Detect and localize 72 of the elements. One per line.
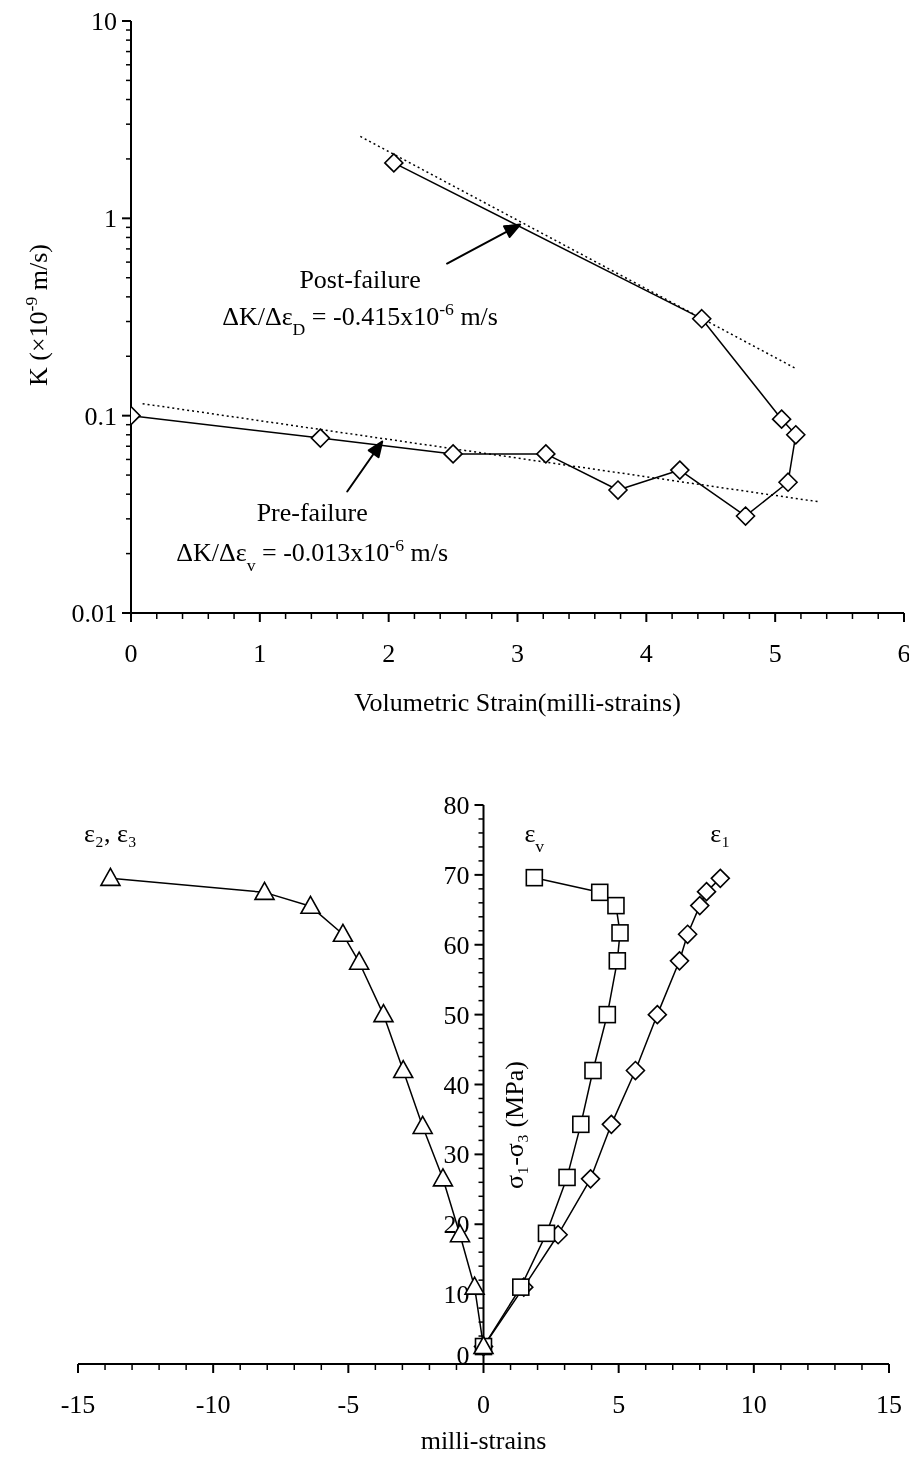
x-tick-label: 5 xyxy=(612,1390,626,1420)
point xyxy=(696,881,717,902)
point xyxy=(598,1005,617,1024)
y-tick-label: 80 xyxy=(443,791,470,820)
y-tick-label: 1 xyxy=(104,204,117,234)
point xyxy=(384,153,404,173)
point xyxy=(611,924,629,942)
x-axis-title: milli-strains xyxy=(420,1426,547,1455)
point xyxy=(670,460,690,480)
point xyxy=(608,952,627,970)
point xyxy=(558,1168,576,1187)
point xyxy=(625,1060,646,1081)
point xyxy=(392,1059,414,1079)
y-tick-label: 10 xyxy=(91,7,117,36)
point xyxy=(537,1224,556,1243)
series-label: ε$_{v}$ xyxy=(524,818,545,856)
point xyxy=(601,1114,622,1135)
point xyxy=(332,923,354,943)
point xyxy=(254,881,275,901)
x-tick-label: -15 xyxy=(60,1390,96,1420)
point xyxy=(310,428,331,448)
y-tick-label: 0.1 xyxy=(84,401,117,431)
point xyxy=(691,308,712,329)
point xyxy=(572,1115,590,1134)
point xyxy=(432,1168,454,1187)
point xyxy=(373,1003,394,1023)
y-tick-label: 0.01 xyxy=(71,599,117,628)
x-tick-label: 2 xyxy=(382,639,396,669)
point xyxy=(536,444,556,464)
y-tick-label: 70 xyxy=(443,860,470,890)
x-tick-label: 3 xyxy=(511,639,524,669)
x-tick-label: 0 xyxy=(477,1390,490,1420)
point xyxy=(689,895,710,916)
y-tick-label: 50 xyxy=(443,1000,470,1030)
point xyxy=(580,1169,601,1189)
y-tick-label: 60 xyxy=(443,930,470,960)
x-axis-title: Volumetric Strain(milli-strains) xyxy=(354,688,681,717)
point xyxy=(512,1278,530,1296)
x-tick-label: 1 xyxy=(253,639,267,669)
x-tick-label: 5 xyxy=(768,639,782,669)
point xyxy=(785,424,806,445)
point xyxy=(735,506,756,526)
point xyxy=(608,480,628,500)
annotation: Post-failure ΔK/Δε$_{D}$ = -0.415x10$^{-6}$ m/s xyxy=(222,264,498,339)
annotation: Pre-failure ΔK/Δε$_{v}$ = -0.013x10$^{-6}$ m/s xyxy=(176,498,449,576)
point xyxy=(584,1061,602,1080)
point xyxy=(771,409,792,429)
x-tick-label: 6 xyxy=(897,639,911,669)
x-tick-label: -5 xyxy=(337,1390,360,1420)
point xyxy=(710,868,731,889)
series-label: ε₂, ε₃ xyxy=(83,819,137,849)
point xyxy=(100,867,121,887)
x-tick-label: 15 xyxy=(876,1390,902,1420)
point xyxy=(525,868,544,887)
x-tick-label: 10 xyxy=(740,1390,767,1420)
y-tick-label: 40 xyxy=(443,1070,470,1100)
point xyxy=(412,1115,433,1135)
point xyxy=(677,924,698,945)
x-tick-label: 0 xyxy=(124,639,138,669)
series-label: ε₁ xyxy=(710,819,731,849)
point xyxy=(300,895,321,915)
y-axis-title: σ₁-σ₃ (MPa) xyxy=(499,1061,529,1189)
x-tick-label: 4 xyxy=(639,639,653,669)
point xyxy=(348,951,370,971)
point xyxy=(778,472,798,493)
point xyxy=(647,1004,668,1025)
point xyxy=(590,883,609,902)
x-tick-label: -10 xyxy=(195,1390,231,1420)
point xyxy=(443,444,463,464)
point xyxy=(669,951,690,971)
point xyxy=(607,896,625,915)
y-tick-label: 30 xyxy=(443,1140,470,1170)
